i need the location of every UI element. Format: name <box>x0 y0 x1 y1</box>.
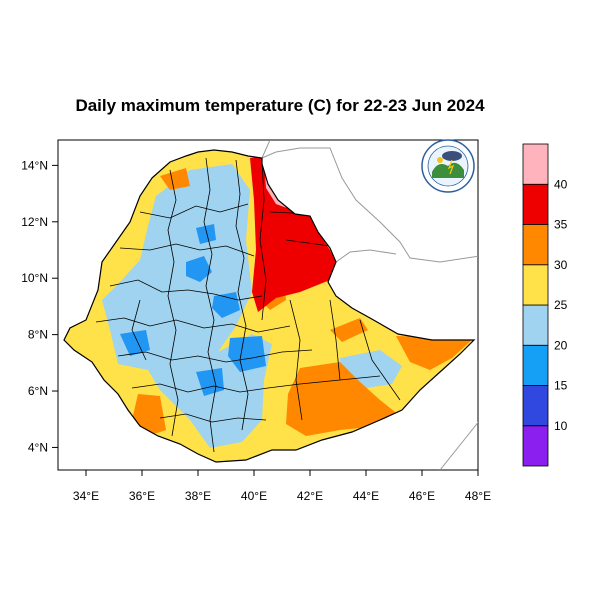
legend-swatch <box>522 385 549 427</box>
x-tick-label: 38°E <box>185 489 211 503</box>
x-tick-label: 36°E <box>129 489 155 503</box>
field-orange-southwest <box>132 394 166 436</box>
legend-swatch <box>522 143 549 185</box>
field-orange-east <box>396 336 474 370</box>
field-lightblue-highlands <box>102 164 272 448</box>
legend-swatch <box>522 304 549 346</box>
x-axis: 34°E 36°E 38°E 40°E 42°E 44°E 46°E 48°E <box>73 470 491 503</box>
field-blue-4 <box>196 368 224 396</box>
y-tick-label: 6°N <box>28 384 48 398</box>
region-borders <box>95 157 401 453</box>
legend-label: 30 <box>554 258 568 272</box>
ethiopia-outline <box>63 149 476 463</box>
legend-label: 15 <box>554 379 568 393</box>
legend-label: 40 <box>554 177 568 191</box>
field-blue-6 <box>196 224 216 244</box>
y-tick-label: 12°N <box>21 215 48 229</box>
x-tick-label: 42°E <box>297 489 323 503</box>
legend-label: 20 <box>554 338 568 352</box>
x-tick-label: 48°E <box>465 489 491 503</box>
neighbor-borders <box>261 140 478 470</box>
x-tick-label: 46°E <box>409 489 435 503</box>
x-tick-label: 34°E <box>73 489 99 503</box>
legend-colorbar: 10 15 20 25 30 35 40 <box>522 143 568 467</box>
x-tick-label: 44°E <box>353 489 379 503</box>
legend-label: 10 <box>554 419 568 433</box>
legend-label: 25 <box>554 298 568 312</box>
y-tick-label: 14°N <box>21 158 48 172</box>
legend-swatch <box>522 344 549 386</box>
field-orange-south <box>286 362 400 436</box>
legend-swatch <box>522 264 549 306</box>
y-tick-label: 4°N <box>28 440 48 454</box>
x-tick-label: 40°E <box>241 489 267 503</box>
field-orange-mid <box>330 318 368 342</box>
field-blue-1 <box>186 256 212 282</box>
field-blue-5 <box>120 330 150 356</box>
ethiopian-meteorology-institute-logo <box>421 139 475 193</box>
y-axis: 4°N 6°N 8°N 10°N 12°N 14°N <box>21 158 58 454</box>
field-orange-north <box>160 168 190 190</box>
y-tick-label: 8°N <box>28 328 48 342</box>
y-tick-label: 10°N <box>21 271 48 285</box>
legend-swatch <box>522 183 549 225</box>
field-blue-3 <box>228 336 266 372</box>
legend-label: 35 <box>554 218 568 232</box>
map-title: Daily maximum temperature (C) for 22-23 … <box>75 96 485 115</box>
legend-swatch <box>522 425 549 467</box>
legend-swatch <box>522 224 549 266</box>
